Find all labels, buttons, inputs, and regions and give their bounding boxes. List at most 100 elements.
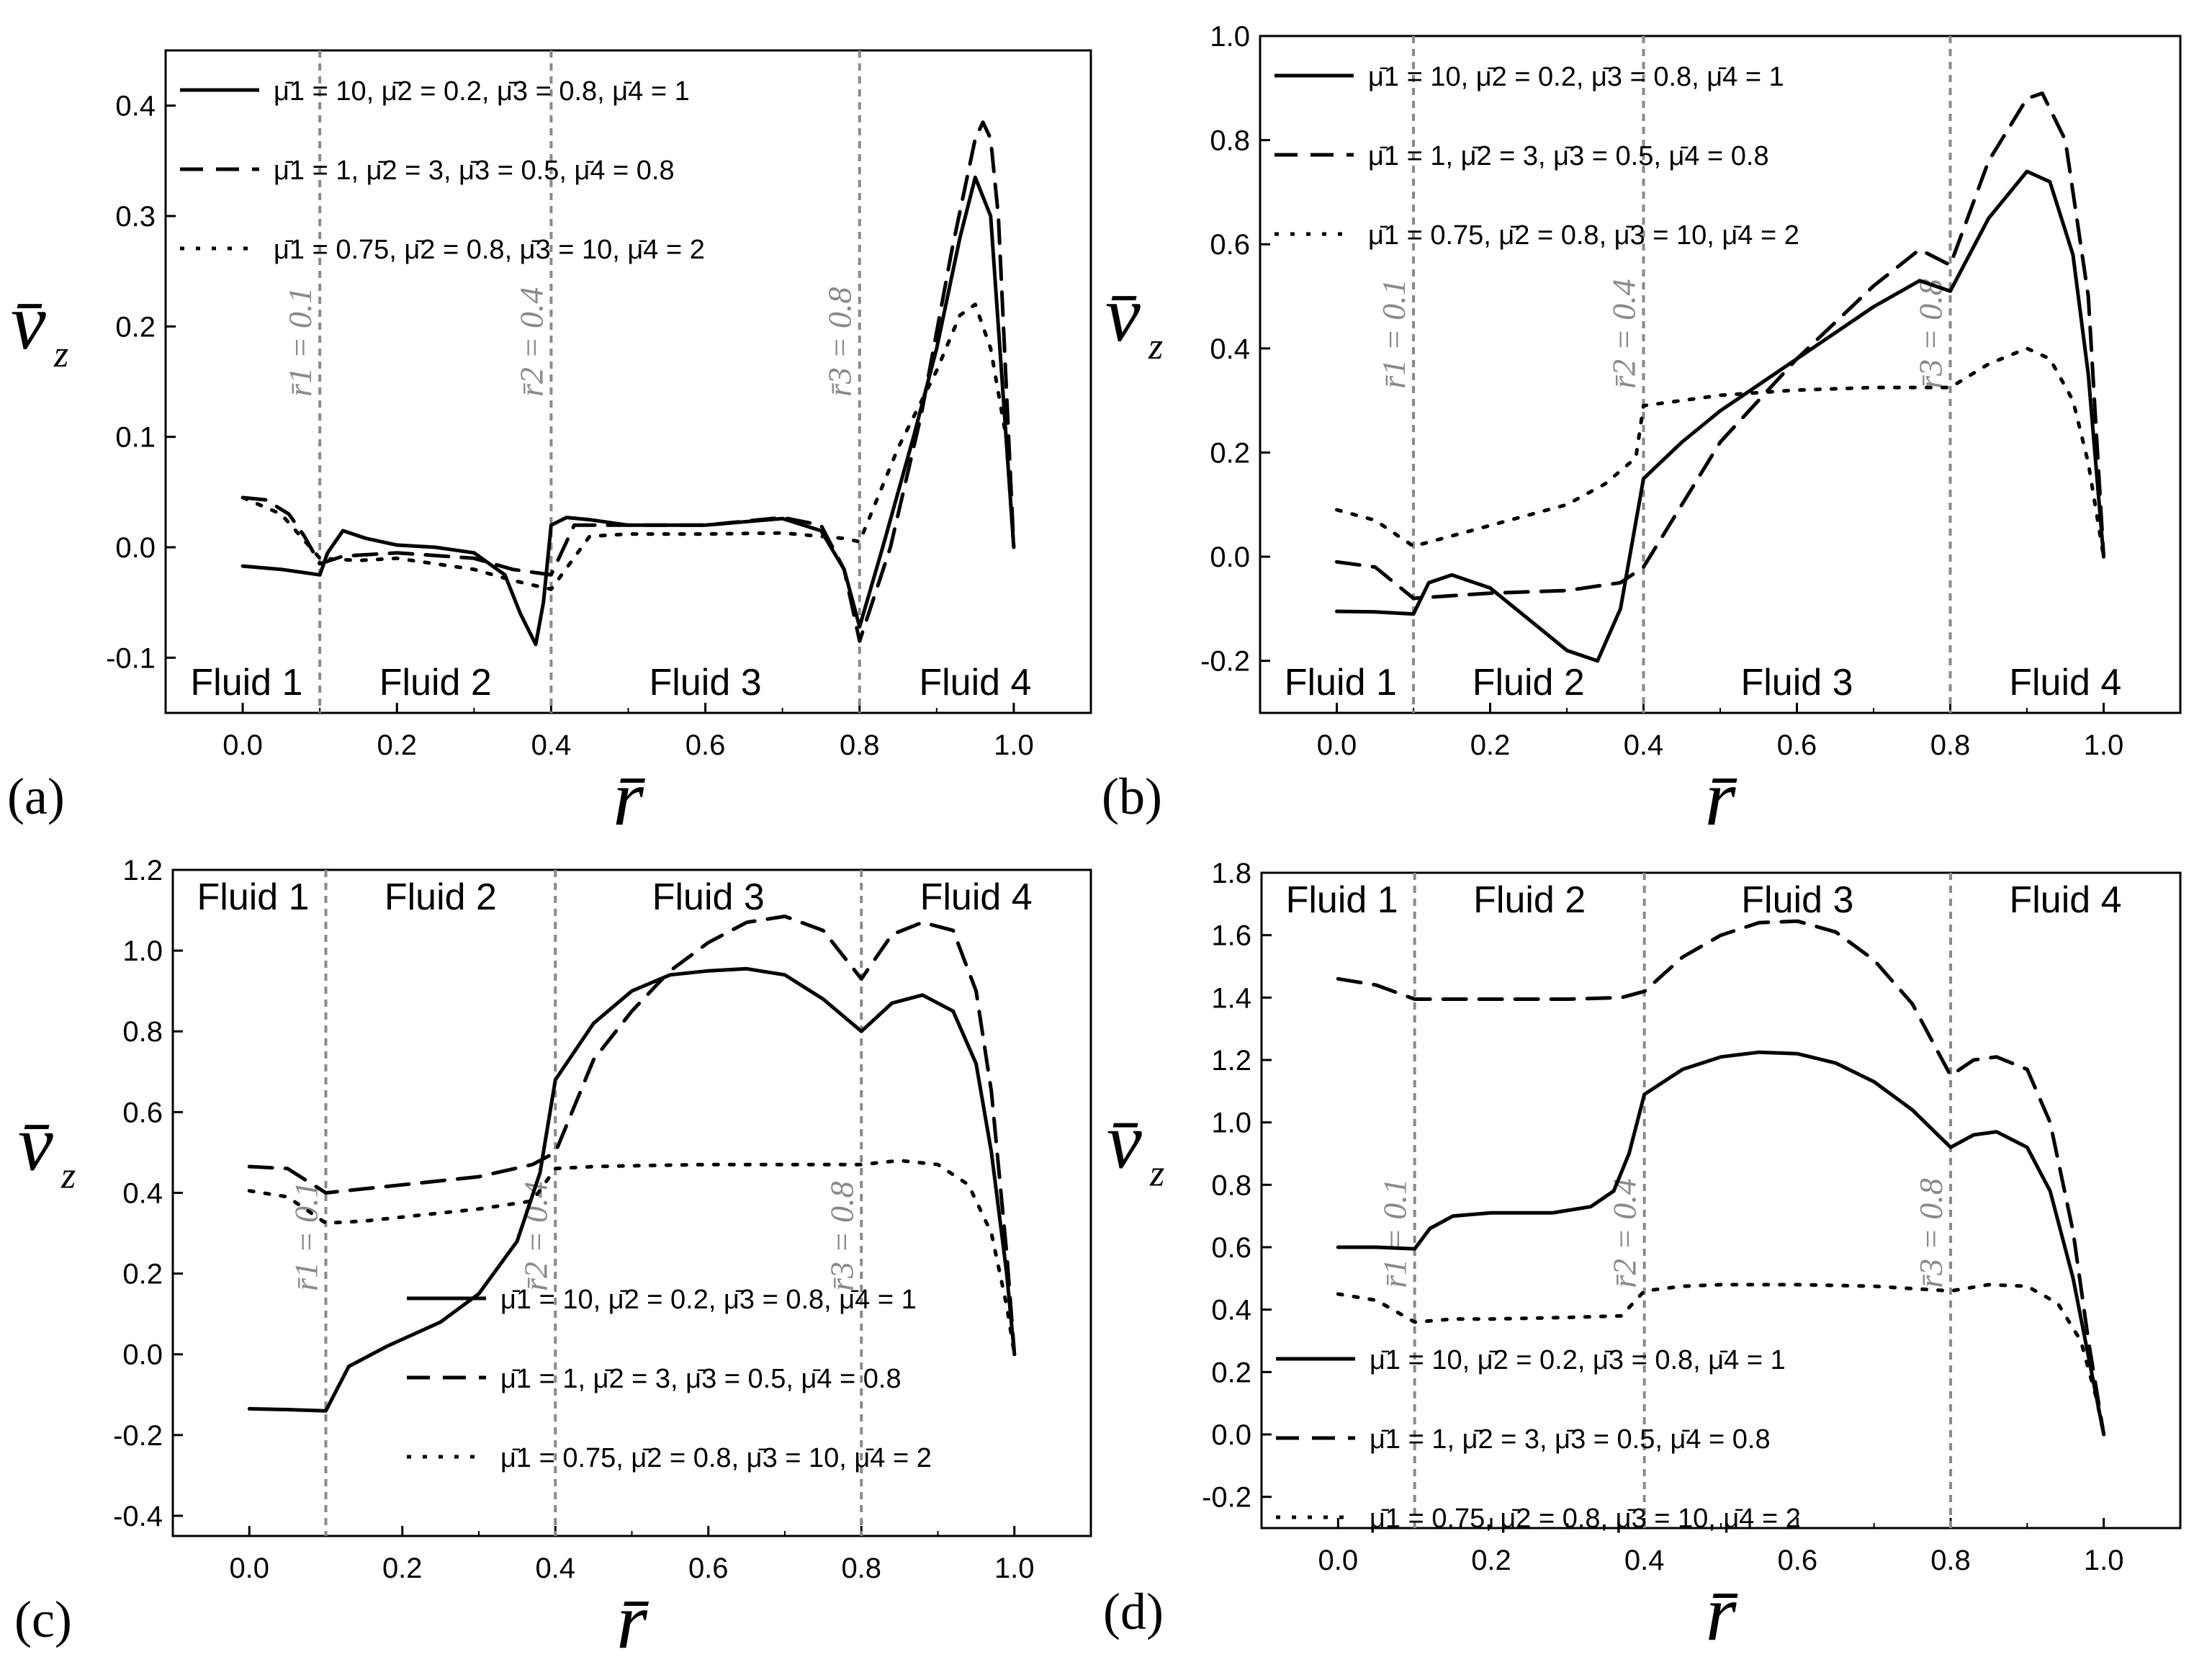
interface-label: r̄2 = 0.4 [1606, 279, 1642, 388]
x-tick-label: 0.4 [531, 729, 572, 761]
interface-label: r̄1 = 0.1 [1375, 279, 1412, 388]
interface-label: r̄1 = 0.1 [282, 287, 318, 397]
legend-dashed-entry: μ̄1 = 1, μ̄2 = 3, μ̄3 = 0.5, μ̄4 = 0.8 [500, 1364, 902, 1394]
series-dashed [240, 120, 1016, 643]
y-axis-label: v̄ [1107, 1097, 1142, 1185]
x-axis-label: r̄ [616, 1577, 649, 1665]
y-tick-label: 0.8 [122, 1016, 163, 1048]
y-tick-label: 0.6 [122, 1097, 163, 1128]
y-tick-label: -0.2 [1200, 646, 1250, 678]
panel-label: (a) [7, 768, 65, 825]
y-tick-label: 0.0 [1211, 1419, 1251, 1451]
series-dashed [1336, 919, 2106, 1437]
legend-dotted-entry: μ̄1 = 0.75, μ̄2 = 0.8, μ̄3 = 10, μ̄4 = 2 [274, 235, 705, 265]
y-tick-label: 1.6 [1211, 920, 1251, 952]
x-tick-label: 0.8 [840, 729, 880, 761]
panel-c: 0.0 0.2 0.4 0.6 0.8 1.0 -0.4 -0.2 0.0 0.2 0.4 0.6 0.… [14, 855, 1092, 1665]
y-tick-label: 0.1 [115, 422, 156, 454]
y-tick-label: 0.3 [115, 201, 156, 233]
x-tick-label: 1.0 [994, 1553, 1035, 1584]
fluid-label: Fluid 4 [920, 876, 1033, 918]
series-dotted [1335, 346, 2105, 559]
y-axis-label: v̄ [11, 278, 46, 366]
y-tick-label: 0.8 [1211, 1169, 1251, 1201]
y-tick-label: -0.1 [106, 642, 156, 674]
y-tick-label: 0.2 [115, 311, 156, 343]
x-axis-label: r̄ [1706, 1569, 1738, 1657]
fluid-label: Fluid 2 [385, 876, 497, 918]
fluid-label: Fluid 3 [649, 662, 762, 704]
interface-label: r̄1 = 0.1 [1377, 1178, 1413, 1288]
x-axis-label: r̄ [613, 754, 645, 842]
interface-label: r̄3 = 0.8 [822, 287, 858, 397]
x-tick-label: 1.0 [2084, 1545, 2124, 1576]
x-tick-label: 0.2 [1471, 1545, 1511, 1576]
legend-dashed-entry: μ̄1 = 1, μ̄2 = 3, μ̄3 = 0.5, μ̄4 = 0.8 [1368, 141, 1769, 171]
x-tick-label: 0.6 [1778, 1545, 1818, 1576]
panel-d: 0.0 0.2 0.4 0.6 0.8 1.0 -0.2 0.0 0.2 0.4 0.6 0.8 1.0… [1103, 858, 2182, 1657]
x-axis-label: r̄ [1705, 754, 1737, 842]
interface-label: r̄3 = 0.8 [823, 1182, 860, 1291]
fluid-label: Fluid 1 [197, 876, 310, 918]
fluid-label: Fluid 2 [1473, 662, 1585, 704]
fluid-label: Fluid 3 [1740, 662, 1853, 704]
x-tick-label: 1.0 [994, 729, 1034, 761]
y-tick-label: 0.2 [1210, 437, 1250, 469]
x-tick-label: 0.2 [377, 729, 417, 761]
y-tick-label: 0.4 [1210, 333, 1250, 365]
x-tick-label: 0.0 [229, 1553, 269, 1584]
interface-label: r̄2 = 0.4 [513, 287, 549, 397]
y-tick-label: -0.2 [1202, 1482, 1251, 1514]
x-tick-label: 0.8 [1930, 1545, 1971, 1576]
fluid-label: Fluid 3 [652, 876, 765, 918]
x-tick-label: 0.0 [1317, 729, 1357, 761]
x-tick-label: 0.0 [222, 729, 263, 761]
fluid-label: Fluid 4 [2009, 662, 2121, 704]
x-tick-label: 0.6 [688, 1553, 729, 1584]
y-tick-label: 0.0 [1210, 542, 1250, 573]
x-tick-label: 0.4 [1624, 729, 1664, 761]
fluid-label: Fluid 1 [190, 662, 302, 704]
interface-label: r̄2 = 0.4 [517, 1182, 554, 1291]
y-axis-label: v̄ [18, 1099, 53, 1187]
legend-solid-entry: μ̄1 = 10, μ̄2 = 0.2, μ̄3 = 0.8, μ̄4 = 1 [1368, 62, 1784, 92]
y-axis-label: v̄ [1105, 270, 1141, 358]
panel-label: (d) [1103, 1583, 1164, 1640]
y-axis-subscript: z [60, 1155, 76, 1196]
x-tick-label: 0.8 [1930, 729, 1971, 761]
y-tick-label: 0.6 [1210, 229, 1250, 261]
x-tick-label: 0.2 [382, 1553, 423, 1584]
y-tick-label: 0.0 [115, 532, 156, 564]
fluid-label: Fluid 2 [1473, 879, 1586, 921]
legend-dotted-entry: μ̄1 = 0.75, μ̄2 = 0.8, μ̄3 = 10, μ̄4 = 2 [1368, 220, 1799, 251]
x-tick-label: 0.6 [685, 729, 726, 761]
panel-label: (b) [1102, 768, 1162, 825]
x-tick-label: 0.2 [1470, 729, 1511, 761]
legend-dashed-entry: μ̄1 = 1, μ̄2 = 3, μ̄3 = 0.5, μ̄4 = 0.8 [1370, 1424, 1771, 1455]
y-tick-label: 1.2 [1211, 1045, 1251, 1077]
y-tick-label: 0.8 [1210, 125, 1250, 157]
y-tick-label: 0.2 [1211, 1357, 1251, 1388]
x-tick-label: 1.0 [2084, 729, 2124, 761]
interface-label: r̄2 = 0.4 [1606, 1178, 1643, 1288]
panel-a: 0.0 0.2 0.4 0.6 0.8 1.0 -0.1 0.0 0.1 0.2 0.3 0.4 r̄1… [7, 49, 1092, 842]
y-tick-label: 0.0 [122, 1339, 163, 1371]
x-tick-label: 0.8 [841, 1553, 881, 1584]
interface-label: r̄3 = 0.8 [1912, 279, 1949, 388]
y-tick-label: 0.4 [122, 1177, 163, 1209]
y-tick-label: 1.0 [1211, 1108, 1251, 1139]
series-dashed [247, 915, 1017, 1357]
fluid-label: Fluid 1 [1286, 879, 1398, 921]
y-axis-subscript: z [53, 334, 68, 375]
fluid-label: Fluid 2 [379, 662, 492, 704]
fluid-label: Fluid 4 [2009, 879, 2121, 921]
y-tick-label: 0.4 [115, 91, 156, 122]
x-tick-label: 0.4 [535, 1553, 575, 1584]
legend-dotted-entry: μ̄1 = 0.75, μ̄2 = 0.8, μ̄3 = 10, μ̄4 = 2 [500, 1443, 932, 1473]
x-tick-label: 0.4 [1624, 1545, 1665, 1576]
y-tick-label: 0.6 [1211, 1232, 1251, 1264]
panel-label: (c) [14, 1591, 72, 1648]
legend-solid-entry: μ̄1 = 10, μ̄2 = 0.2, μ̄3 = 0.8, μ̄4 = 1 [500, 1285, 917, 1315]
legend-dashed-entry: μ̄1 = 1, μ̄2 = 3, μ̄3 = 0.5, μ̄4 = 0.8 [274, 156, 675, 186]
